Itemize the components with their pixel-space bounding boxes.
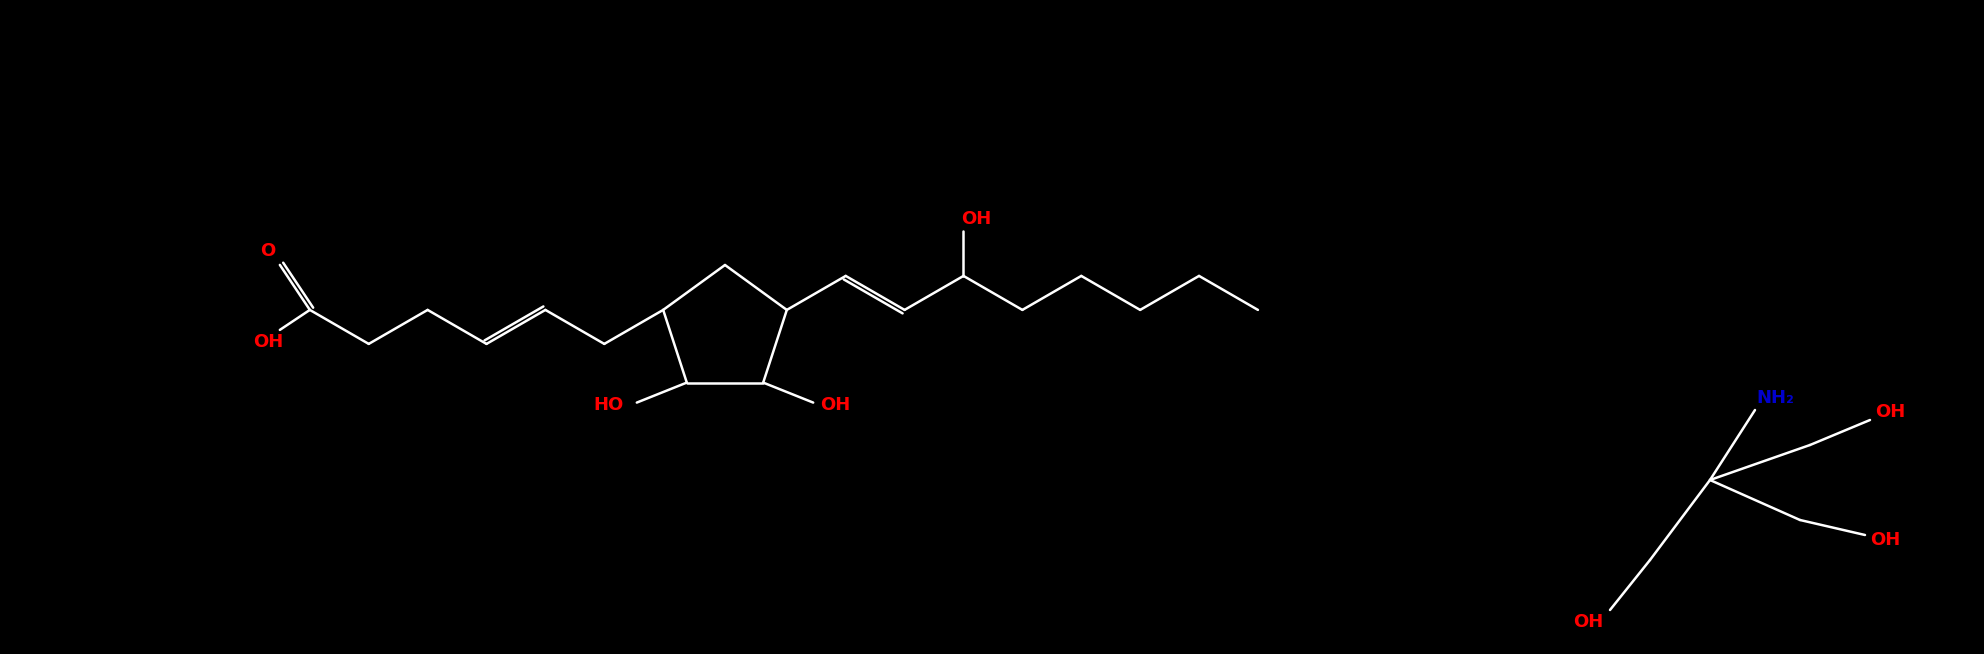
Text: O: O: [260, 242, 276, 260]
Text: OH: OH: [819, 396, 851, 413]
Text: OH: OH: [962, 210, 992, 228]
Text: OH: OH: [252, 333, 284, 351]
Text: OH: OH: [1573, 613, 1603, 631]
Text: HO: HO: [593, 396, 623, 413]
Text: OH: OH: [1869, 531, 1901, 549]
Text: NH₂: NH₂: [1756, 389, 1794, 407]
Text: OH: OH: [1875, 403, 1905, 421]
